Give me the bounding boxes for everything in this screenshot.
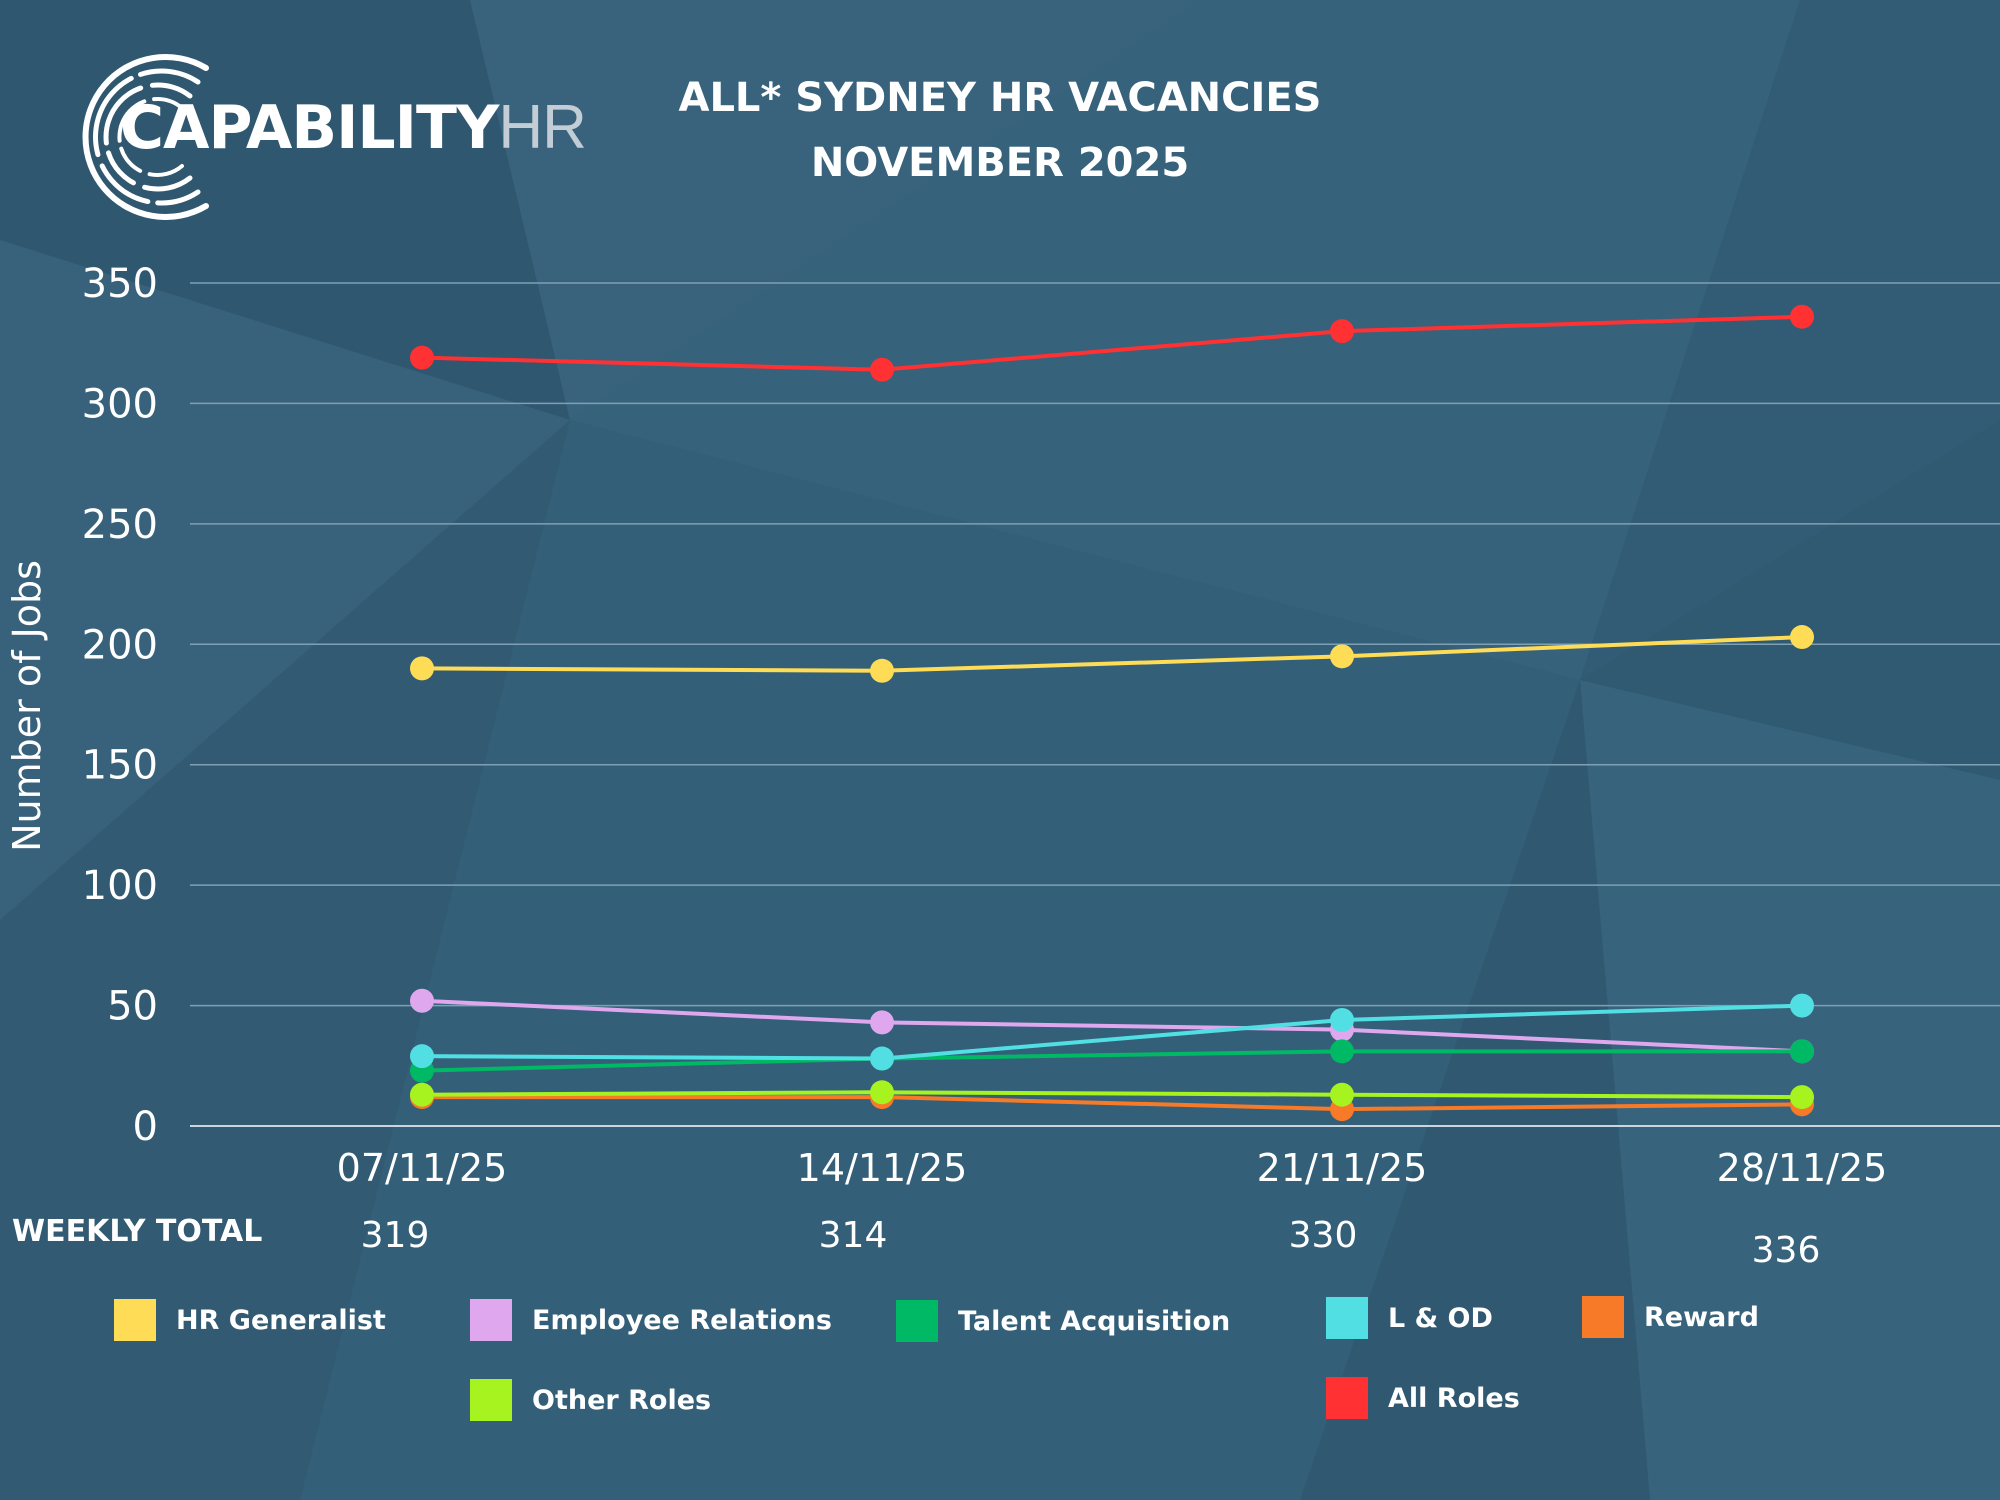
- y-tick-label: 0: [133, 1104, 158, 1150]
- weekly-total-value: 319: [360, 1215, 430, 1256]
- legend-swatch: [470, 1299, 512, 1341]
- series-line: [422, 1095, 1803, 1112]
- chart-title-line2: NOVEMBER 2025: [810, 140, 1190, 186]
- data-point: [410, 656, 434, 681]
- legend-swatch: [1326, 1297, 1368, 1339]
- legend-item-employee-relations: Employee Relations: [470, 1298, 832, 1342]
- x-tick-label: 28/11/25: [1717, 1146, 1888, 1190]
- data-point: [870, 357, 894, 382]
- data-point: [410, 1082, 434, 1107]
- data-point: [870, 1080, 894, 1105]
- series-line: [421, 635, 1803, 673]
- y-tick-label: 350: [82, 261, 158, 307]
- y-tick-label: 250: [82, 502, 158, 548]
- legend-swatch: [1582, 1296, 1624, 1338]
- data-point: [870, 1010, 894, 1035]
- x-tick-label: 07/11/25: [337, 1146, 508, 1190]
- weekly-total-value: 336: [1751, 1230, 1821, 1271]
- logo-rings-icon: [82, 54, 209, 220]
- weekly-total-value: 330: [1288, 1215, 1358, 1256]
- legend-swatch: [896, 1300, 938, 1342]
- series-line: [421, 1090, 1803, 1100]
- legend-item-hr-generalist: HR Generalist: [114, 1298, 386, 1342]
- data-point: [1330, 1039, 1354, 1064]
- y-tick-label: 150: [82, 743, 158, 789]
- legend-swatch: [114, 1299, 156, 1341]
- data-point: [1790, 1085, 1814, 1110]
- data-point: [1330, 319, 1354, 344]
- series-line: [421, 998, 1803, 1054]
- data-point: [870, 1046, 894, 1071]
- legend-item-l-od: L & OD: [1326, 1296, 1493, 1340]
- y-tick-label: 200: [82, 622, 158, 668]
- x-tick-label: 14/11/25: [797, 1146, 968, 1190]
- data-point: [1790, 304, 1814, 329]
- data-point: [1790, 993, 1814, 1018]
- legend-swatch: [1326, 1377, 1368, 1419]
- data-point: [410, 1044, 434, 1069]
- data-point: [1790, 1039, 1814, 1064]
- legend-item-talent-acquisition: Talent Acquisition: [896, 1299, 1230, 1343]
- chart-title-line1: ALL* SYDNEY HR VACANCIES: [678, 75, 1322, 121]
- data-point: [410, 345, 434, 370]
- weekly-total-value: 314: [818, 1215, 888, 1256]
- data-point: [1330, 1082, 1354, 1107]
- y-axis-label: Number of Jobs: [5, 560, 49, 852]
- brand-wordmark: CAPABILITYHR: [120, 93, 587, 163]
- x-tick-label: 21/11/25: [1257, 1146, 1428, 1190]
- y-tick-label: 300: [82, 381, 158, 427]
- y-tick-label: 100: [82, 863, 158, 909]
- legend-item-other-roles: Other Roles: [470, 1378, 711, 1422]
- series-line: [421, 1003, 1803, 1061]
- legend-item-all-roles: All Roles: [1326, 1376, 1520, 1420]
- brand-logo: CAPABILITYHR: [58, 40, 587, 220]
- series-line: [421, 1049, 1802, 1073]
- data-point: [1330, 644, 1354, 669]
- legend-swatch: [470, 1379, 512, 1421]
- data-point: [870, 658, 894, 683]
- weekly-total-label: WEEKLY TOTAL: [12, 1214, 263, 1249]
- data-point: [1790, 625, 1814, 650]
- y-tick-label: 50: [107, 984, 158, 1030]
- series-line: [421, 314, 1803, 372]
- legend-item-reward: Reward: [1582, 1295, 1759, 1339]
- data-point: [410, 988, 434, 1013]
- data-point: [1330, 1008, 1354, 1033]
